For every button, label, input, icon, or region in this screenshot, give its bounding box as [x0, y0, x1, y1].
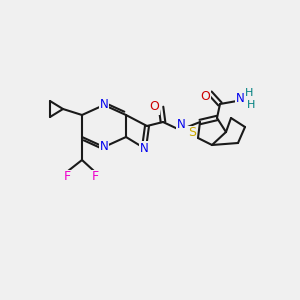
Text: H: H: [245, 88, 253, 98]
Text: N: N: [100, 140, 108, 154]
Text: H: H: [186, 127, 194, 137]
Text: H: H: [247, 100, 255, 110]
Text: N: N: [100, 98, 108, 112]
Text: N: N: [177, 118, 185, 130]
Text: N: N: [140, 142, 148, 154]
Text: F: F: [92, 170, 99, 184]
Text: F: F: [63, 170, 70, 184]
Text: O: O: [200, 89, 210, 103]
Text: S: S: [188, 127, 196, 140]
Text: O: O: [149, 100, 159, 113]
Text: N: N: [236, 92, 244, 106]
